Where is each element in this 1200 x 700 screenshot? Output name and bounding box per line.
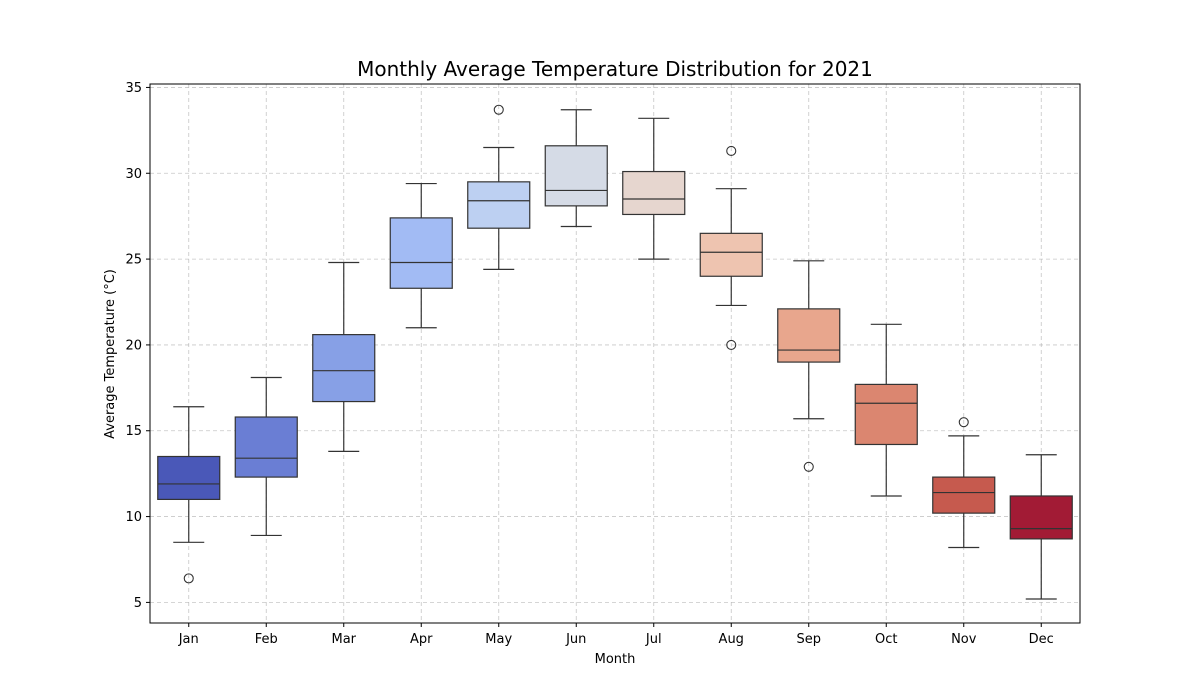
y-tick-label: 20: [125, 338, 142, 353]
x-tick-label: Jan: [178, 632, 199, 647]
iqr-box: [234, 416, 298, 478]
box-sep: [777, 260, 841, 472]
y-tick-label: 10: [125, 510, 142, 525]
x-tick-label: Dec: [1029, 632, 1054, 647]
x-tick-label: Aug: [719, 632, 744, 647]
tick-layer: 5 10 15 20 25 30 35 Jan Feb Mar Apr May Jun Jul Aug Sep…: [125, 81, 1053, 647]
iqr-box: [544, 145, 608, 207]
y-axis-label: Average Temperature (°C): [103, 269, 118, 439]
y-tick-label: 35: [125, 81, 142, 96]
iqr-box: [312, 334, 376, 403]
box-feb: [234, 376, 298, 537]
box-layer: [157, 104, 1073, 600]
box-aug: [699, 145, 763, 350]
x-tick-label: Apr: [410, 632, 433, 647]
iqr-box: [932, 476, 996, 514]
box-dec: [1009, 454, 1073, 600]
iqr-box: [157, 455, 221, 501]
iqr-box: [1009, 495, 1073, 540]
box-jul: [622, 117, 686, 260]
x-tick-label: Sep: [796, 632, 821, 647]
x-tick-label: Feb: [255, 632, 278, 647]
y-tick-label: 5: [134, 596, 142, 611]
grid-layer: [150, 84, 1080, 623]
x-tick-label: Jun: [565, 632, 586, 647]
outlier-point: [958, 417, 969, 428]
y-tick-label: 30: [125, 167, 142, 182]
box-apr: [389, 182, 453, 329]
outlier-point: [493, 104, 504, 115]
x-tick-label: Mar: [331, 632, 356, 647]
box-oct: [854, 323, 918, 497]
outlier-point: [726, 145, 737, 156]
iqr-box: [389, 217, 453, 289]
box-may: [467, 104, 531, 270]
iqr-box: [622, 170, 686, 216]
box-mar: [312, 261, 376, 452]
box-jan: [157, 406, 221, 584]
x-tick-label: May: [485, 632, 512, 647]
x-tick-label: Nov: [951, 632, 977, 647]
x-tick-label: Jul: [645, 632, 662, 647]
iqr-box: [854, 383, 918, 446]
box-nov: [932, 417, 996, 549]
iqr-box: [777, 308, 841, 363]
outlier-point: [183, 573, 194, 584]
y-tick-label: 15: [125, 424, 142, 439]
box-jun: [544, 109, 608, 228]
outlier-point: [726, 339, 737, 350]
y-tick-label: 25: [125, 253, 142, 268]
plot-frame: [149, 83, 1081, 624]
chart-title: Monthly Average Temperature Distribution…: [357, 57, 873, 81]
x-tick-label: Oct: [875, 632, 897, 647]
iqr-box: [699, 232, 763, 277]
outlier-point: [803, 461, 814, 472]
iqr-box: [467, 181, 531, 229]
x-axis-label: Month: [595, 652, 636, 667]
